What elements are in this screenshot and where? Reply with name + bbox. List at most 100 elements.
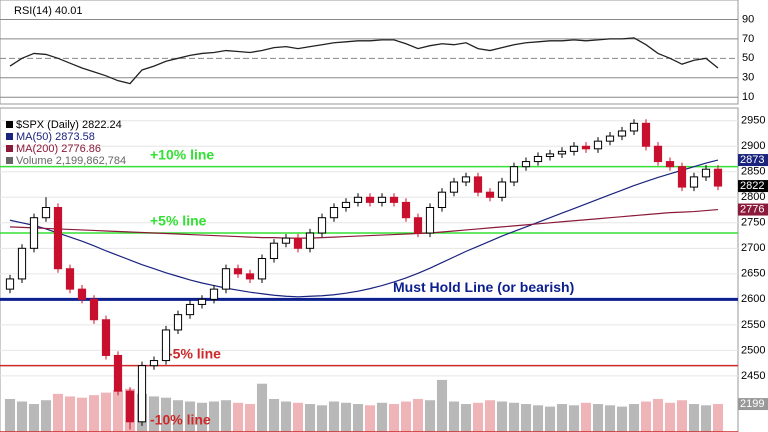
volume-bar xyxy=(88,395,100,432)
volume-bar xyxy=(496,401,508,432)
y-tick-label: 2750 xyxy=(741,217,765,229)
volume-bar xyxy=(640,401,652,432)
ma-last-box xyxy=(738,203,768,216)
volume-bar xyxy=(184,401,196,432)
volume-bar xyxy=(388,404,400,432)
volume-bar xyxy=(352,404,364,432)
candle-body xyxy=(5,278,15,290)
rsi-line xyxy=(9,37,719,85)
candle-body xyxy=(149,360,159,367)
candle-body xyxy=(245,273,255,280)
volume-bar xyxy=(556,404,568,432)
volume-bar xyxy=(460,404,472,432)
volume-bar xyxy=(268,398,280,432)
level-label: -5% line xyxy=(168,345,221,361)
volume-bar xyxy=(340,402,352,432)
volume-bar xyxy=(112,390,124,432)
candle-body xyxy=(701,168,711,178)
candle-body xyxy=(53,206,63,270)
volume-bar xyxy=(592,404,604,432)
candle-body xyxy=(569,145,579,152)
candle-body xyxy=(677,166,687,188)
y-tick-label: 2600 xyxy=(741,293,765,305)
legend-swatch xyxy=(6,157,13,164)
volume-bar xyxy=(328,401,340,432)
candle-body xyxy=(437,191,447,208)
volume-bar xyxy=(412,398,424,432)
legend-swatch xyxy=(6,145,13,152)
candle-body xyxy=(137,365,147,423)
candle-body xyxy=(269,242,279,260)
volume-bar xyxy=(292,402,304,432)
candle-body xyxy=(425,206,435,234)
y-tick-label: 2950 xyxy=(741,115,765,127)
candle-body xyxy=(473,176,483,193)
legend-entry: $SPX (Daily) 2822.24 xyxy=(16,119,122,131)
y-tick-label: 2700 xyxy=(741,242,765,254)
volume-bar xyxy=(52,393,64,432)
volume-bar xyxy=(316,405,328,432)
ma-line xyxy=(9,208,719,239)
y-tick-label: 2450 xyxy=(741,370,765,382)
candle-body xyxy=(233,268,243,275)
level-label: +10% line xyxy=(150,146,214,162)
rsi-title: RSI(14) 40.01 xyxy=(14,5,82,17)
ma-last-label: 2873 xyxy=(740,154,764,166)
volume-bar xyxy=(484,400,496,432)
volume-bar xyxy=(652,398,664,432)
volume-bar xyxy=(4,398,16,432)
candle-body xyxy=(557,150,567,155)
candle-body xyxy=(161,329,171,362)
candle-body xyxy=(521,161,531,168)
volume-bar xyxy=(160,397,172,432)
candle-body xyxy=(125,390,135,423)
volume-bar xyxy=(448,401,460,432)
candle-body xyxy=(257,258,267,280)
volume-bar xyxy=(568,405,580,432)
candle-body xyxy=(221,268,231,290)
volume-bar xyxy=(244,404,256,432)
candle-body xyxy=(65,268,75,290)
volume-bar xyxy=(64,396,76,432)
volume-bar xyxy=(76,397,88,432)
volume-bar xyxy=(304,404,316,432)
legend-swatch xyxy=(6,133,13,140)
candle-body xyxy=(617,130,627,137)
candle-body xyxy=(101,319,111,356)
volume-bar xyxy=(544,406,556,432)
volume-bar xyxy=(664,402,676,432)
y-tick-label: 2650 xyxy=(741,268,765,280)
rsi-tick-label: 70 xyxy=(742,33,754,45)
candle-body xyxy=(485,191,495,198)
volume-bar xyxy=(256,383,268,432)
candle-body xyxy=(281,237,291,244)
volume-bar xyxy=(40,400,52,432)
candle-body xyxy=(377,196,387,203)
volume-bar xyxy=(28,404,40,432)
candle-body xyxy=(629,122,639,132)
candle-body xyxy=(173,314,183,331)
candle-body xyxy=(89,298,99,321)
rsi-panel xyxy=(0,0,739,105)
volume-bar xyxy=(232,402,244,432)
volume-bar xyxy=(280,401,292,432)
volume-bar xyxy=(400,401,412,432)
candle-body xyxy=(581,145,591,150)
volume-bar xyxy=(376,402,388,432)
volume-bar xyxy=(148,396,160,432)
volume-bar xyxy=(532,405,544,432)
volume-bar xyxy=(364,405,376,432)
ma-last-box xyxy=(738,154,768,167)
volume-bar xyxy=(16,401,28,432)
candle-body xyxy=(317,217,327,234)
ma-last-label: 2776 xyxy=(740,203,764,215)
candle-body xyxy=(29,217,39,249)
candle-body xyxy=(545,153,555,157)
volume-bar xyxy=(628,404,640,432)
volume-bar xyxy=(712,404,724,432)
candle-body xyxy=(17,247,27,280)
candle-body xyxy=(389,196,399,203)
level-label: +5% line xyxy=(150,213,207,229)
rsi-tick-label: 90 xyxy=(742,13,754,25)
